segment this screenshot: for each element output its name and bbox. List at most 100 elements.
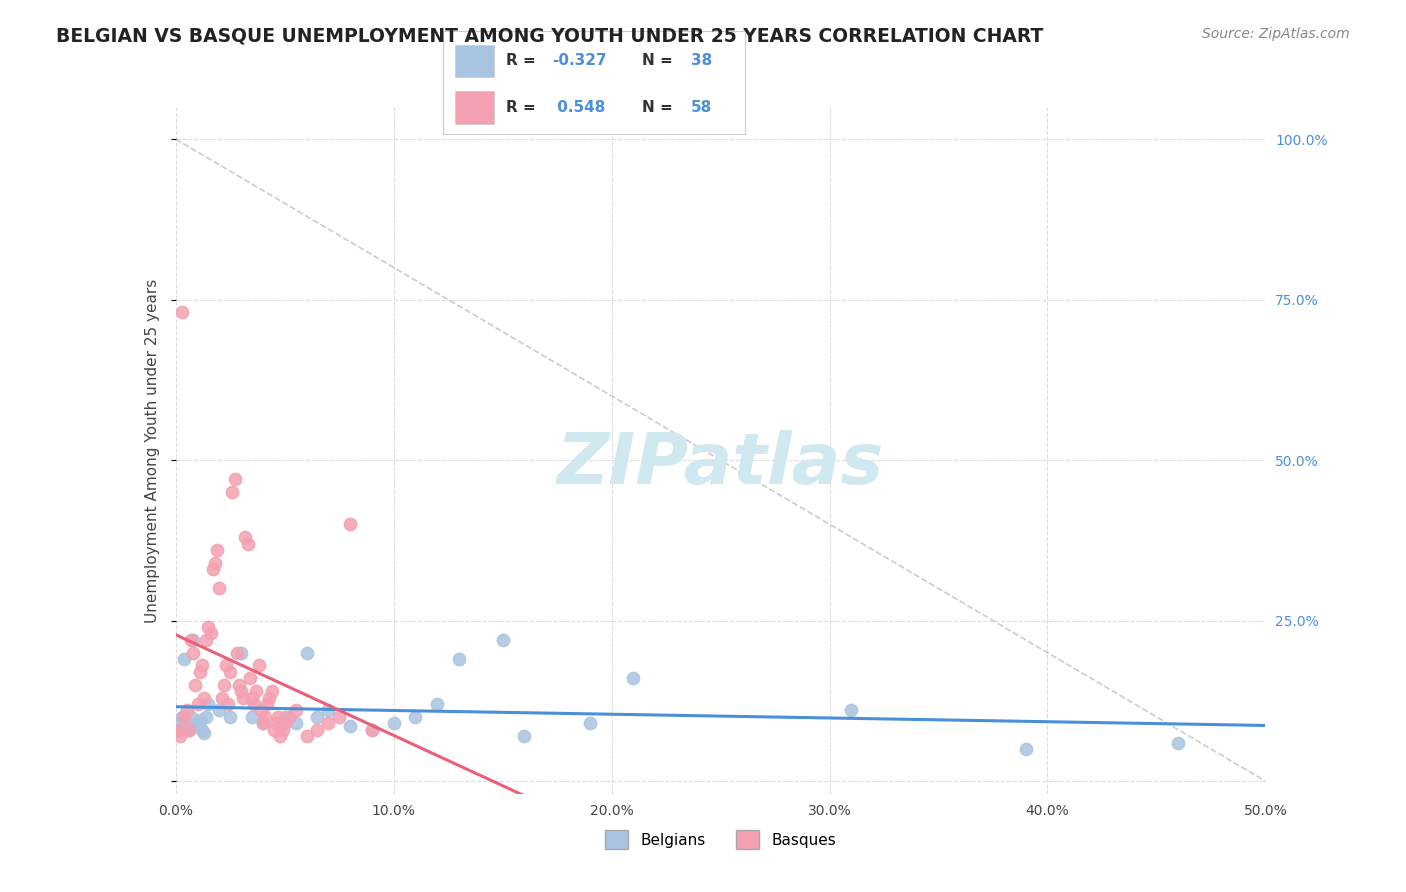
Point: [191, 723, 214, 737]
Point: [224, 472, 246, 486]
Point: [513, 729, 536, 743]
Point: [360, 723, 382, 737]
Point: [231, 684, 253, 698]
Point: [221, 485, 243, 500]
Point: [264, 716, 287, 731]
Point: [205, 543, 228, 558]
Point: [240, 690, 263, 705]
Point: [173, 710, 195, 724]
Point: [240, 710, 263, 724]
Point: [252, 716, 274, 731]
Point: [188, 713, 211, 727]
Point: [167, 723, 190, 737]
Text: BELGIAN VS BASQUE UNEMPLOYMENT AMONG YOUTH UNDER 25 YEARS CORRELATION CHART: BELGIAN VS BASQUE UNEMPLOYMENT AMONG YOU…: [56, 27, 1043, 45]
Point: [307, 710, 329, 724]
Point: [239, 671, 262, 685]
Point: [245, 684, 267, 698]
Point: [295, 646, 318, 660]
Point: [197, 620, 219, 634]
Point: [200, 626, 222, 640]
Text: N =: N =: [643, 100, 679, 115]
Point: [167, 716, 190, 731]
Point: [405, 710, 427, 724]
Point: [177, 723, 200, 737]
Text: -0.327: -0.327: [551, 54, 606, 69]
Point: [621, 671, 644, 685]
Point: [184, 678, 207, 692]
Text: R =: R =: [506, 100, 541, 115]
Point: [256, 697, 278, 711]
Y-axis label: Unemployment Among Youth under 25 years: Unemployment Among Youth under 25 years: [145, 278, 160, 623]
Point: [208, 703, 231, 717]
Point: [267, 710, 290, 724]
FancyBboxPatch shape: [456, 91, 495, 124]
Point: [231, 646, 253, 660]
Point: [181, 632, 204, 647]
Point: [208, 582, 231, 596]
Point: [243, 697, 266, 711]
Point: [169, 723, 191, 737]
Text: 38: 38: [690, 54, 711, 69]
Point: [269, 729, 291, 743]
Point: [197, 697, 219, 711]
Legend: Belgians, Basques: Belgians, Basques: [599, 824, 842, 855]
Point: [492, 632, 515, 647]
Point: [339, 719, 361, 733]
Point: [278, 710, 301, 724]
Point: [225, 646, 247, 660]
Point: [176, 703, 198, 717]
Point: [247, 658, 270, 673]
Point: [181, 646, 204, 660]
Point: [295, 729, 318, 743]
Point: [426, 697, 449, 711]
Point: [176, 716, 198, 731]
Point: [284, 716, 307, 731]
Point: [184, 719, 207, 733]
Point: [195, 710, 218, 724]
Point: [195, 632, 218, 647]
Point: [212, 678, 235, 692]
Point: [232, 690, 254, 705]
Point: [260, 684, 283, 698]
Point: [215, 658, 238, 673]
Point: [180, 710, 202, 724]
Point: [328, 710, 350, 724]
Point: [219, 665, 242, 679]
Point: [211, 690, 233, 705]
Point: [219, 710, 242, 724]
Point: [249, 703, 271, 717]
Point: [271, 723, 294, 737]
Text: 0.548: 0.548: [551, 100, 605, 115]
Point: [228, 678, 250, 692]
Point: [284, 703, 307, 717]
Point: [1015, 742, 1038, 756]
Point: [186, 697, 209, 711]
Point: [579, 716, 602, 731]
Point: [307, 723, 329, 737]
Point: [186, 716, 209, 731]
Point: [259, 690, 281, 705]
Point: [235, 530, 257, 544]
Point: [169, 729, 191, 743]
Point: [204, 556, 226, 570]
Point: [252, 716, 274, 731]
Point: [173, 652, 195, 666]
Point: [177, 723, 200, 737]
FancyBboxPatch shape: [456, 45, 495, 78]
Point: [172, 305, 194, 319]
Point: [193, 726, 215, 740]
Point: [191, 658, 214, 673]
Point: [193, 690, 215, 705]
Point: [447, 652, 470, 666]
Point: [217, 697, 239, 711]
Point: [1167, 735, 1189, 749]
Text: ZIPatlas: ZIPatlas: [557, 430, 884, 499]
Point: [841, 703, 863, 717]
Text: Source: ZipAtlas.com: Source: ZipAtlas.com: [1202, 27, 1350, 41]
Point: [263, 723, 285, 737]
Point: [274, 710, 297, 724]
Point: [254, 710, 277, 724]
Point: [339, 517, 361, 532]
Point: [318, 716, 340, 731]
Point: [180, 632, 202, 647]
